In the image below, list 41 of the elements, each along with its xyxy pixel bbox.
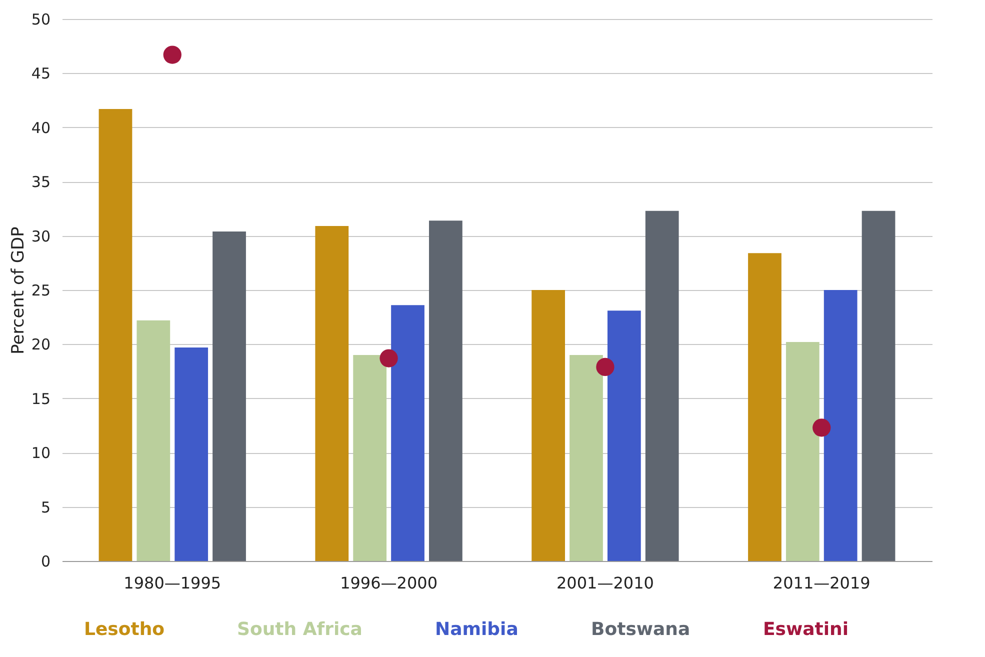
bar [824,290,858,561]
bar [428,220,462,561]
bar [353,355,387,561]
bar [136,320,170,561]
bar [212,231,246,561]
bar [786,342,820,561]
bar [98,108,132,561]
point [812,418,831,437]
y-tick-label: 10 [31,444,50,462]
y-tick-label: 40 [31,118,50,137]
y-tick-label: 30 [31,227,50,246]
bar [862,210,896,561]
text: Eswatini [763,619,849,640]
bar [532,290,566,561]
x-tick-label: 2001—2010 [556,574,654,592]
text: South Africa [237,619,362,640]
text: Lesotho [84,619,165,640]
point [380,349,398,368]
x-tick-label: 2011—2019 [772,574,870,592]
y-tick-label: 0 [40,552,50,570]
y-tick-label: 25 [31,282,50,300]
y-tick-label: 35 [31,173,50,192]
y-tick-label: 50 [31,10,50,28]
point [163,46,182,64]
y-tick-label: 45 [31,64,50,83]
bar [645,210,679,561]
text: Botswana [591,619,690,640]
text: Namibia [435,619,518,640]
bar [748,253,782,561]
point [596,358,614,376]
y-tick-label: 5 [40,498,50,516]
bar [570,355,603,561]
y-tick-label: 15 [31,390,50,408]
x-tick-label: 1980—1995 [124,574,222,592]
bar [315,226,349,561]
bar [174,347,208,561]
y-axis-title: Percent of GDP [8,226,28,354]
x-tick-label: 1996—2000 [340,574,438,592]
bar [607,310,641,561]
y-tick-label: 20 [31,336,50,354]
bar [391,305,424,561]
